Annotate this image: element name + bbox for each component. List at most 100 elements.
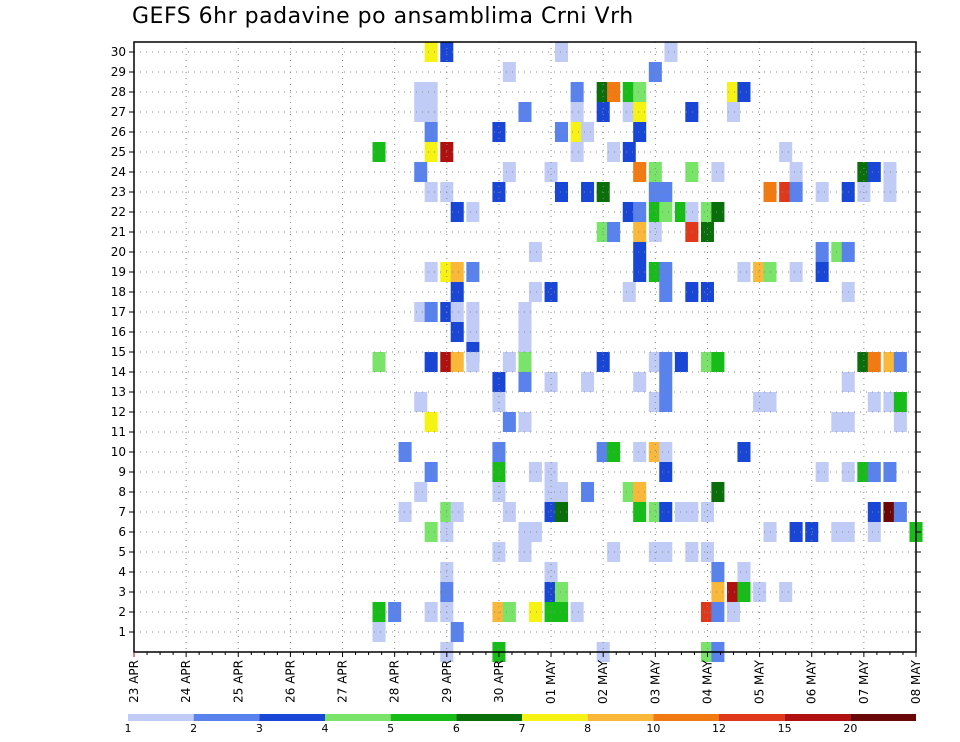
y-tick-label: 13 — [111, 385, 126, 399]
heatmap-cell — [528, 282, 542, 302]
y-tick-label: 17 — [111, 305, 126, 319]
y-tick-label: 16 — [111, 325, 126, 339]
y-tick-label: 23 — [111, 185, 126, 199]
heatmap-cell — [492, 442, 506, 462]
heatmap-cell — [659, 502, 673, 522]
heatmap-cell — [372, 622, 386, 642]
y-tick-label: 29 — [111, 65, 126, 79]
heatmap-cell — [711, 582, 725, 602]
heatmap-cell — [659, 442, 673, 462]
colorbar-label: 2 — [190, 722, 197, 735]
chart-title: GEFS 6hr padavine po ansamblima Crni Vrh — [132, 4, 634, 29]
heatmap-cell — [700, 502, 714, 522]
heatmap-cell — [648, 162, 662, 182]
heatmap-cell — [815, 182, 829, 202]
heatmap-cell — [424, 122, 438, 142]
heatmap-cell — [466, 202, 480, 222]
y-tick-label: 25 — [111, 145, 126, 159]
heatmap-cell — [648, 202, 662, 222]
heatmap-cell — [622, 82, 636, 102]
heatmap-cell — [502, 502, 516, 522]
x-tick-label: 25 APR — [231, 660, 245, 703]
heatmap-cell — [502, 412, 516, 432]
heatmap-cell — [450, 352, 464, 372]
colorbar-swatch — [587, 714, 654, 721]
heatmap-cell — [883, 352, 897, 372]
heatmap-cell — [450, 282, 464, 302]
heatmap-cell — [528, 602, 542, 622]
heatmap-cell — [424, 462, 438, 482]
heatmap-cell — [841, 372, 855, 392]
heatmap-cell — [867, 352, 881, 372]
heatmap-cell — [883, 162, 897, 182]
heatmap-cell — [450, 502, 464, 522]
heatmap-cell — [554, 482, 569, 502]
heatmap-cell — [883, 502, 897, 522]
heatmap-cell — [633, 162, 647, 182]
heatmap-cell — [414, 392, 428, 412]
heatmap-cell — [893, 392, 907, 412]
heatmap-cell — [450, 202, 464, 222]
heatmap-cell — [674, 202, 688, 222]
heatmap-cell — [711, 562, 725, 582]
heatmap-cell — [450, 302, 464, 322]
heatmap-cell — [685, 222, 699, 242]
heatmap-cell — [596, 222, 610, 242]
heatmap-cell — [372, 602, 386, 622]
heatmap-cell — [502, 62, 516, 82]
heatmap-cell — [659, 282, 673, 302]
heatmap-cell — [737, 582, 751, 602]
colorbar-label: 4 — [322, 722, 329, 735]
heatmap-cell — [554, 182, 569, 202]
y-tick-label: 15 — [111, 345, 126, 359]
heatmap-cell — [450, 622, 464, 642]
heatmap-cell — [518, 352, 532, 372]
heatmap-cell — [633, 102, 647, 122]
heatmap-cell — [659, 372, 673, 392]
y-tick-label: 12 — [111, 405, 126, 419]
heatmap-cell — [700, 202, 714, 222]
x-tick-label: 24 APR — [179, 660, 193, 703]
heatmap-cell — [711, 602, 725, 622]
y-tick-label: 7 — [118, 505, 126, 519]
heatmap-cell — [789, 262, 803, 282]
heatmap-cell — [544, 162, 558, 182]
heatmap-cell — [893, 352, 907, 372]
heatmap-cell — [570, 122, 584, 142]
heatmap-cell — [664, 42, 678, 62]
heatmap-cell — [633, 242, 647, 262]
x-tick-label: 08 MAY — [909, 659, 923, 704]
heatmap-cell — [711, 202, 725, 222]
colorbar-swatch — [456, 714, 522, 721]
heatmap-cell — [674, 352, 688, 372]
x-tick-label: 04 MAY — [700, 659, 714, 704]
x-tick-label: 26 APR — [283, 660, 297, 703]
heatmap-cell — [659, 392, 673, 412]
heatmap-cell — [581, 122, 595, 142]
heatmap-cell — [622, 482, 636, 502]
y-tick-label: 6 — [118, 525, 126, 539]
heatmap-cell — [815, 262, 829, 282]
heatmap-cell — [685, 102, 699, 122]
heatmap-cell — [763, 392, 777, 412]
heatmap-cell — [607, 442, 621, 462]
heatmap-cell — [581, 372, 595, 392]
heatmap-cell — [424, 602, 438, 622]
heatmap-cell — [466, 352, 480, 372]
heatmap-cell — [883, 392, 897, 412]
colorbar-swatch — [193, 714, 260, 721]
heatmap-cell — [893, 502, 907, 522]
heatmap-cell — [779, 182, 793, 202]
heatmap-cell — [544, 462, 558, 482]
heatmap-cell — [633, 442, 647, 462]
y-tick-label: 30 — [111, 45, 126, 59]
heatmap-cell — [648, 352, 662, 372]
heatmap-cell — [424, 102, 438, 122]
heatmap-cell — [867, 522, 881, 542]
heatmap-cell — [831, 242, 845, 262]
x-tick-label: 02 MAY — [596, 659, 610, 704]
heatmap-cell — [867, 162, 881, 182]
x-tick-label: 07 MAY — [857, 659, 871, 704]
heatmap-cell — [596, 442, 610, 462]
heatmap-cell — [727, 82, 741, 102]
